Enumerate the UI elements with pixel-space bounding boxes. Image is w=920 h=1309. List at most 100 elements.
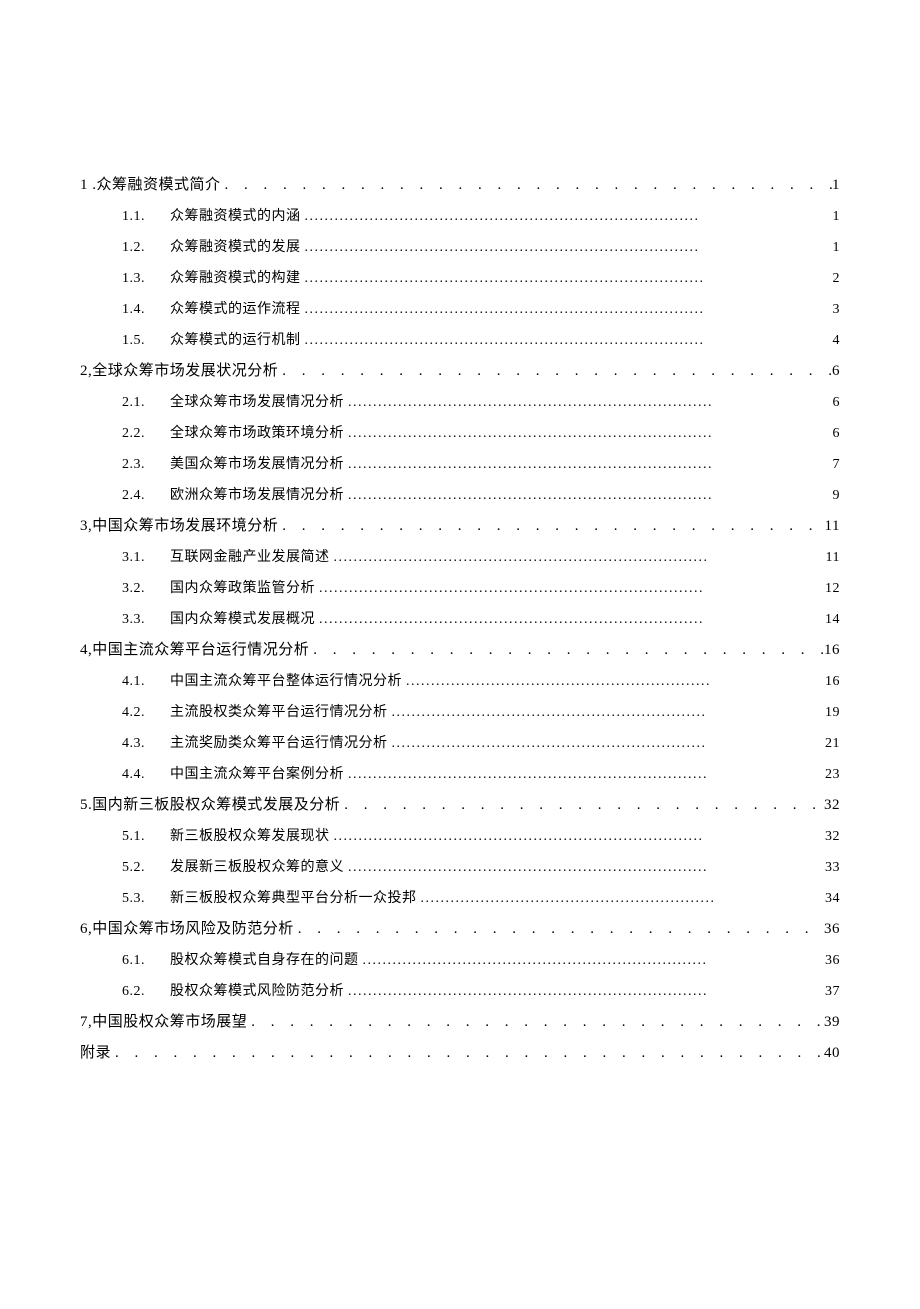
toc-page-number: 9 (833, 480, 841, 511)
toc-entry-number: 6, (80, 914, 92, 945)
toc-page-number: 2 (833, 263, 841, 294)
toc-entry-number: 1.3. (122, 263, 170, 294)
toc-page-number: 34 (825, 883, 840, 914)
toc-page-number: 36 (824, 914, 840, 945)
toc-entry-number: 4.1. (122, 666, 170, 697)
toc-entry: 7,中国股权众筹市场展望. . . . . . . . . . . . . . … (80, 1007, 840, 1038)
toc-entry-title: 国内新三板股权众筹模式发展及分析 (92, 790, 340, 821)
toc-entry-number: 6.2. (122, 976, 170, 1007)
toc-entry-number: 2, (80, 356, 92, 387)
toc-page-number: 21 (825, 728, 840, 759)
toc-entry: 5.国内新三板股权众筹模式发展及分析. . . . . . . . . . . … (80, 790, 840, 821)
toc-entry-number: 3.1. (122, 542, 170, 573)
toc-leader-dots: ........................................… (301, 232, 833, 263)
toc-page-number: 6 (833, 418, 841, 449)
toc-entry-title: 国内众筹模式发展概况 (170, 604, 315, 635)
toc-entry-title: 主流奖励类众筹平台运行情况分析 (170, 728, 388, 759)
toc-entry-number: 2.4. (122, 480, 170, 511)
toc-page-number: 3 (833, 294, 841, 325)
toc-entry-title: 全球众筹市场发展状况分析 (92, 356, 278, 387)
toc-entry: 1.4.众筹模式的运作流程...........................… (80, 294, 840, 325)
toc-entry-title: 众筹融资模式的发展 (170, 232, 301, 263)
toc-entry-title: 众筹模式的运行机制 (170, 325, 301, 356)
toc-leader-dots: ........................................… (301, 325, 833, 356)
toc-leader-dots: ........................................… (330, 821, 826, 852)
toc-entry-title: 众筹融资模式的构建 (170, 263, 301, 294)
toc-leader-dots: . . . . . . . . . . . . . . . . . . . . … (221, 170, 832, 201)
toc-entry-title: 主流股权类众筹平台运行情况分析 (170, 697, 388, 728)
toc-entry: 2.3.美国众筹市场发展情况分析........................… (80, 449, 840, 480)
toc-entry-title: 国内众筹政策监管分析 (170, 573, 315, 604)
toc-entry: 5.1.新三板股权众筹发展现状.........................… (80, 821, 840, 852)
toc-entry-title: 发展新三板股权众筹的意义 (170, 852, 344, 883)
toc-entry: 3.1.互联网金融产业发展简述.........................… (80, 542, 840, 573)
toc-entry-title: 互联网金融产业发展简述 (170, 542, 330, 573)
toc-entry: 6,中国众筹市场风险及防范分析. . . . . . . . . . . . .… (80, 914, 840, 945)
toc-entry-number: 5.3. (122, 883, 170, 914)
toc-entry-title: 中国主流众筹平台案例分析 (170, 759, 344, 790)
toc-leader-dots: ........................................… (417, 883, 826, 914)
toc-entry-number: 3.3. (122, 604, 170, 635)
toc-entry-number: 2.3. (122, 449, 170, 480)
toc-leader-dots: ........................................… (402, 666, 825, 697)
toc-leader-dots: ........................................… (344, 976, 825, 1007)
toc-leader-dots: ........................................… (344, 852, 825, 883)
toc-page-number: 32 (825, 821, 840, 852)
toc-page-number: 6 (833, 387, 841, 418)
toc-page-number: 39 (824, 1007, 840, 1038)
toc-leader-dots: ........................................… (388, 697, 826, 728)
toc-leader-dots: ........................................… (315, 573, 825, 604)
toc-page-number: 16 (825, 666, 840, 697)
toc-leader-dots: . . . . . . . . . . . . . . . . . . . . … (278, 511, 824, 542)
toc-page-number: 12 (825, 573, 840, 604)
toc-leader-dots: . . . . . . . . . . . . . . . . . . . . … (340, 790, 824, 821)
toc-entry: 3,中国众筹市场发展环境分析. . . . . . . . . . . . . … (80, 511, 840, 542)
toc-entry: 1.1.众筹融资模式的内涵...........................… (80, 201, 840, 232)
toc-page-number: 19 (825, 697, 840, 728)
toc-entry: 3.2.国内众筹政策监管分析..........................… (80, 573, 840, 604)
toc-entry-title: 中国股权众筹市场展望 (92, 1007, 247, 1038)
toc-entry: 4,中国主流众筹平台运行情况分析. . . . . . . . . . . . … (80, 635, 840, 666)
toc-entry-number: 1.2. (122, 232, 170, 263)
toc-entry-title: 股权众筹模式自身存在的问题 (170, 945, 359, 976)
toc-entry: 2.2.全球众筹市场政策环境分析........................… (80, 418, 840, 449)
toc-leader-dots: ........................................… (344, 418, 833, 449)
toc-leader-dots: ........................................… (344, 480, 833, 511)
toc-leader-dots: ........................................… (388, 728, 826, 759)
toc-entry-number: 7, (80, 1007, 92, 1038)
toc-entry-title: 全球众筹市场政策环境分析 (170, 418, 344, 449)
toc-leader-dots: ........................................… (301, 263, 833, 294)
toc-entry-number: 1.1. (122, 201, 170, 232)
toc-leader-dots: ........................................… (344, 449, 833, 480)
toc-page-number: 32 (824, 790, 840, 821)
toc-entry-number: 2.1. (122, 387, 170, 418)
toc-entry-title: 附录 (80, 1038, 111, 1069)
toc-entry-number: 4.4. (122, 759, 170, 790)
toc-page-number: 1 (832, 170, 840, 201)
toc-entry-title: 中国众筹市场发展环境分析 (92, 511, 278, 542)
toc-entry: 2.4.欧洲众筹市场发展情况分析........................… (80, 480, 840, 511)
toc-entry-number: 4.3. (122, 728, 170, 759)
toc-entry: 1 .众筹融资模式简介. . . . . . . . . . . . . . .… (80, 170, 840, 201)
toc-entry-title: 股权众筹模式风险防范分析 (170, 976, 344, 1007)
toc-entry: 附录. . . . . . . . . . . . . . . . . . . … (80, 1038, 840, 1069)
toc-entry-number: 6.1. (122, 945, 170, 976)
toc-entry-number: 5. (80, 790, 92, 821)
toc-leader-dots: . . . . . . . . . . . . . . . . . . . . … (247, 1007, 824, 1038)
toc-entry-title: 众筹融资模式的内涵 (170, 201, 301, 232)
toc-page-number: 11 (825, 511, 840, 542)
toc-entry-number: 5.1. (122, 821, 170, 852)
toc-entry: 4.1.中国主流众筹平台整体运行情况分析....................… (80, 666, 840, 697)
toc-entry: 4.4.中国主流众筹平台案例分析........................… (80, 759, 840, 790)
toc-entry-title: 众筹模式的运作流程 (170, 294, 301, 325)
toc-entry-title: 全球众筹市场发展情况分析 (170, 387, 344, 418)
toc-entry: 4.2.主流股权类众筹平台运行情况分析.....................… (80, 697, 840, 728)
toc-leader-dots: . . . . . . . . . . . . . . . . . . . . … (294, 914, 824, 945)
toc-page-number: 23 (825, 759, 840, 790)
toc-page-number: 33 (825, 852, 840, 883)
toc-leader-dots: ........................................… (330, 542, 826, 573)
toc-entry: 6.1.股权众筹模式自身存在的问题.......................… (80, 945, 840, 976)
toc-entry-number: 5.2. (122, 852, 170, 883)
toc-page-number: 1 (833, 201, 841, 232)
toc-page-number: 16 (824, 635, 840, 666)
